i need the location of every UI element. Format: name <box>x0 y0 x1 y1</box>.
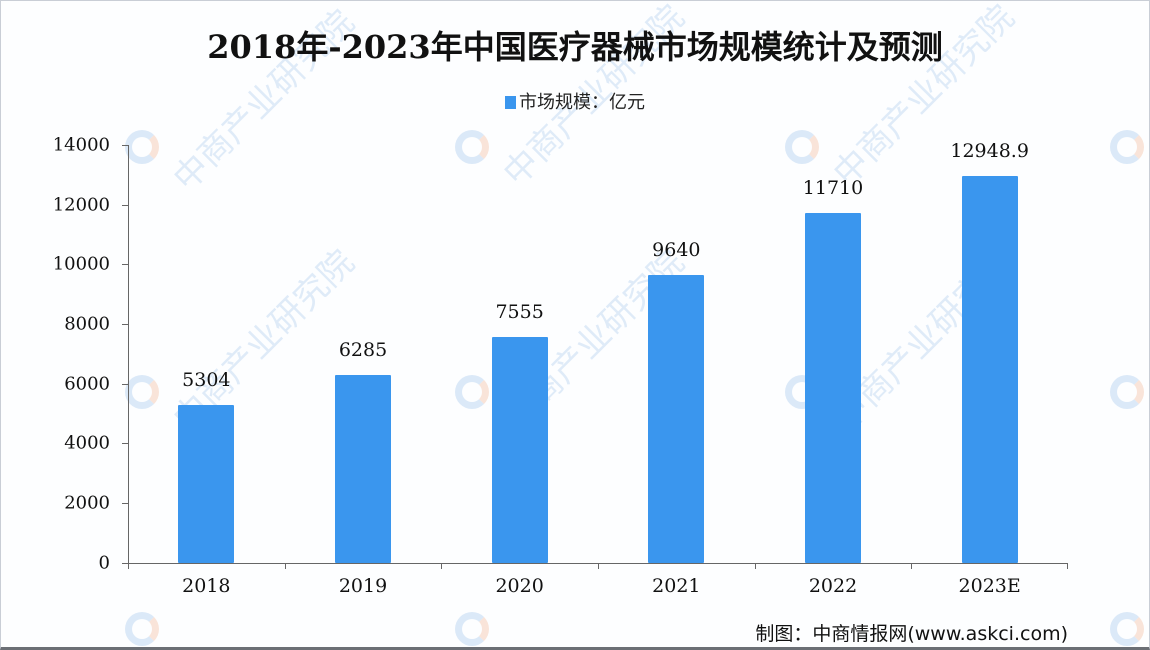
data-label: 11710 <box>802 177 864 200</box>
x-tick-label: 2018 <box>182 575 231 597</box>
y-tick-label: 14000 <box>52 134 110 156</box>
y-axis <box>128 145 129 564</box>
y-tick <box>122 264 128 265</box>
x-tick-label: 2021 <box>652 575 701 597</box>
y-tick <box>122 443 128 444</box>
x-tick <box>128 563 129 569</box>
source-credit: 制图：中商情报网(www.askci.com) <box>755 623 1068 645</box>
x-tick-label: 2023E <box>958 575 1021 597</box>
x-tick <box>441 563 442 569</box>
data-label: 12948.9 <box>950 140 1029 163</box>
y-tick-label: 4000 <box>64 432 110 454</box>
y-tick <box>122 384 128 385</box>
bar-2018 <box>178 404 235 563</box>
x-tick <box>755 563 756 569</box>
y-tick <box>122 324 128 325</box>
bar-2023E <box>961 176 1018 563</box>
bar-2021 <box>648 275 705 563</box>
data-label: 5304 <box>182 368 231 391</box>
bar-2022 <box>805 213 861 563</box>
x-tick <box>285 563 286 569</box>
legend-swatch-icon <box>505 96 516 109</box>
y-tick <box>122 145 128 146</box>
x-tick <box>598 563 599 569</box>
data-label: 6285 <box>338 339 388 362</box>
legend-label: 市场规模：亿元 <box>519 92 645 113</box>
data-label: 9640 <box>652 239 701 262</box>
x-tick-label: 2022 <box>808 575 858 597</box>
y-tick-label: 12000 <box>52 194 110 216</box>
x-tick <box>911 563 912 569</box>
y-tick-label: 2000 <box>64 492 110 514</box>
bar-2020 <box>491 337 548 563</box>
x-tick-label: 2019 <box>338 575 388 597</box>
y-tick-label: 6000 <box>64 373 110 395</box>
legend: 市场规模：亿元 <box>0 88 1150 114</box>
y-tick <box>122 503 128 504</box>
data-label: 7555 <box>495 301 544 324</box>
y-tick <box>122 205 128 206</box>
x-tick <box>1067 563 1068 569</box>
y-tick-label: 8000 <box>64 313 110 335</box>
chart-title: 2018年-2023年中国医疗器械市场规模统计及预测 <box>207 28 943 66</box>
y-tick-label: 10000 <box>52 253 110 275</box>
y-tick-label: 0 <box>98 552 110 574</box>
x-tick-label: 2020 <box>495 575 544 597</box>
bar-2019 <box>335 375 391 563</box>
y-tick <box>122 563 128 564</box>
